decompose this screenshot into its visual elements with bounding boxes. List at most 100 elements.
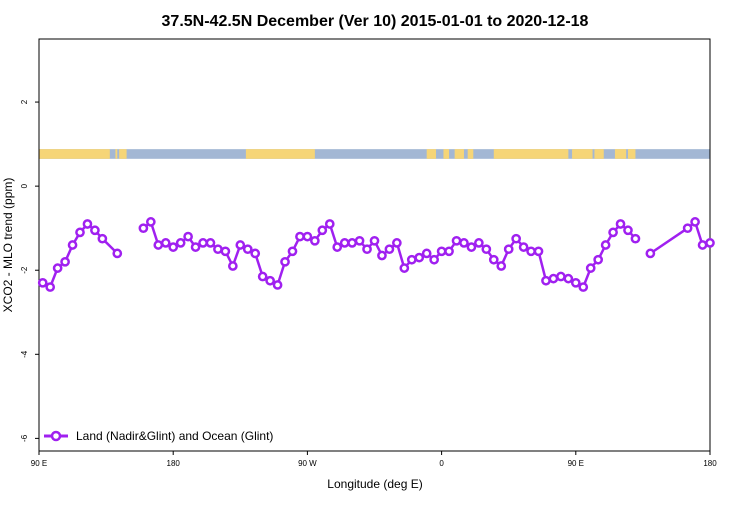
legend-label: Land (Nadir&Glint) and Ocean (Glint) [76,429,273,443]
data-point-28 [272,280,283,290]
data-point-52 [451,235,462,246]
data-point-50 [436,246,447,257]
data-point-40 [362,244,372,255]
data-point-44 [392,238,402,248]
data-point-56 [481,244,492,255]
data-point-79 [690,217,700,227]
data-point-74 [615,219,626,229]
data-point-17 [190,242,201,252]
land-segment-4 [426,149,437,159]
data-point-75 [623,225,633,236]
land-segment-10 [594,149,604,159]
data-point-19 [205,238,216,248]
x-tick-label-1: 180 [167,459,181,468]
land-segment-1 [115,149,118,159]
land-segment-6 [454,149,464,159]
land-segment-11 [614,149,627,159]
data-point-0 [37,277,48,288]
data-point-5 [75,227,85,238]
series-line-segment-0-0 [42,222,119,289]
data-point-81 [705,238,715,248]
data-point-2 [52,263,63,273]
data-point-58 [496,261,507,271]
data-point-63 [533,246,544,257]
data-point-51 [444,246,454,257]
data-point-23 [235,240,246,250]
data-point-55 [474,238,484,248]
data-point-59 [503,244,514,255]
data-point-25 [250,248,261,259]
x-tick-label-2: 90 W [298,459,317,468]
data-point-66 [556,271,566,282]
data-point-7 [90,225,100,236]
data-point-37 [339,238,350,248]
data-point-78 [682,223,693,234]
data-point-24 [242,244,253,255]
y-tick-label-2: -2 [20,266,29,274]
data-point-42 [377,250,387,261]
data-point-72 [600,240,611,250]
data-point-18 [198,238,208,248]
data-point-67 [563,273,574,284]
x-tick-label-0: 90 E [31,459,47,468]
data-point-22 [227,261,238,271]
data-point-8 [97,233,108,244]
data-point-11 [145,217,156,227]
data-point-65 [548,273,559,284]
data-point-38 [347,238,357,248]
data-point-20 [213,244,223,255]
data-point-36 [332,242,343,252]
data-point-69 [578,282,589,292]
x-tick-label-4: 90 E [568,459,584,468]
land-segment-0 [39,149,110,159]
x-tick-label-5: 180 [703,459,717,468]
land-segment-2 [119,149,127,159]
data-point-76 [630,233,641,244]
data-point-53 [459,238,469,248]
legend: Land (Nadir&Glint) and Ocean (Glint) [44,429,273,443]
y-tick-label-1: 0 [20,183,29,188]
data-point-46 [406,254,417,265]
series-layer [37,217,715,292]
x-axis: 90 E 180 90 W 0 90 E 180 [31,451,717,468]
data-point-47 [414,252,425,263]
y-axis-label: XCO2 - MLO trend (ppm) [1,178,15,313]
data-point-1 [45,282,56,292]
data-point-71 [593,254,604,265]
land-segment-7 [467,149,474,159]
data-point-68 [570,277,581,288]
legend-marker [50,430,62,442]
data-point-3 [60,256,70,267]
data-point-77 [645,248,656,259]
data-point-60 [511,233,522,244]
data-point-43 [384,244,395,255]
data-point-49 [429,254,439,265]
data-point-34 [317,225,328,236]
data-point-35 [324,219,335,229]
data-point-32 [302,231,313,242]
data-point-12 [153,240,164,250]
x-tick-label-3: 0 [439,459,444,468]
data-point-31 [295,231,305,242]
x-axis-label: Longitude (deg E) [327,477,422,491]
data-point-64 [541,275,551,286]
data-point-6 [82,219,93,229]
y-axis: 2 0 -2 -4 -6 [20,99,39,442]
data-point-14 [168,242,179,252]
data-point-61 [518,242,529,252]
data-point-39 [354,235,365,246]
data-point-80 [697,240,708,250]
data-point-21 [220,246,231,257]
data-point-33 [310,235,320,246]
data-point-15 [175,238,186,248]
y-tick-label-0: 2 [20,99,29,104]
data-point-29 [280,256,290,267]
y-tick-label-3: -4 [20,350,29,358]
data-point-16 [183,231,193,242]
data-point-62 [526,246,536,257]
data-point-54 [466,242,477,252]
chart-title: 37.5N-42.5N December (Ver 10) 2015-01-01… [162,13,589,30]
data-point-10 [138,223,149,234]
